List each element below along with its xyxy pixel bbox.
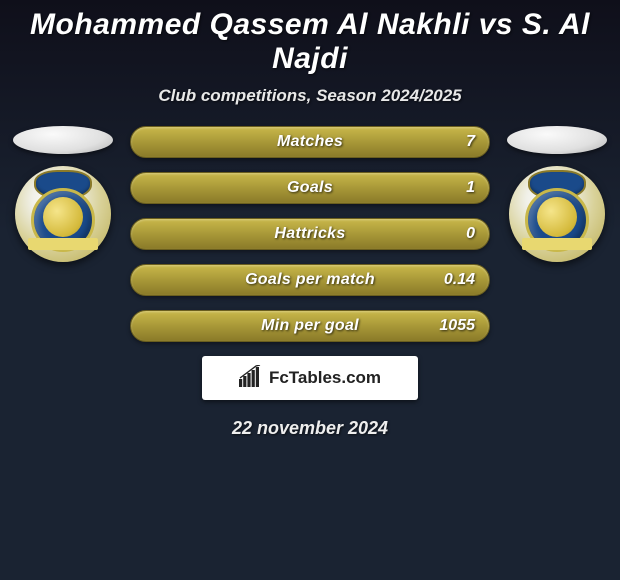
player-left-avatar [13, 126, 113, 154]
stat-label: Goals [287, 179, 333, 197]
player-right-column [502, 126, 612, 262]
comparison-title: Mohammed Qassem Al Nakhli vs S. Al Najdi [0, 0, 620, 80]
player-right-club-badge [509, 166, 605, 262]
comparison-subtitle: Club competitions, Season 2024/2025 [0, 80, 620, 126]
comparison-layout: Matches 7 Goals 1 Hattricks 0 Goals per … [0, 126, 620, 439]
stat-value-right: 0.14 [444, 271, 475, 289]
chart-bars-icon [239, 365, 263, 392]
stat-bar-goals-per-match: Goals per match 0.14 [130, 264, 490, 296]
badge-ribbon [28, 238, 98, 250]
stat-value-right: 7 [466, 133, 475, 151]
stat-value-right: 1 [466, 179, 475, 197]
stats-column: Matches 7 Goals 1 Hattricks 0 Goals per … [118, 126, 502, 439]
brand-box[interactable]: FcTables.com [202, 356, 418, 400]
snapshot-date: 22 november 2024 [130, 418, 490, 439]
stat-bar-hattricks: Hattricks 0 [130, 218, 490, 250]
player-left-club-badge [15, 166, 111, 262]
stat-value-right: 1055 [439, 317, 475, 335]
player-left-column [8, 126, 118, 262]
stat-label: Goals per match [245, 271, 375, 289]
stat-bar-goals: Goals 1 [130, 172, 490, 204]
footer-area: FcTables.com 22 november 2024 [130, 356, 490, 439]
badge-globe-icon [537, 197, 577, 237]
brand-name: FcTables.com [269, 368, 381, 388]
stat-bar-matches: Matches 7 [130, 126, 490, 158]
badge-globe-icon [43, 197, 83, 237]
stat-label: Min per goal [261, 317, 359, 335]
stat-label: Matches [277, 133, 343, 151]
stat-label: Hattricks [274, 225, 345, 243]
badge-ribbon [522, 238, 592, 250]
stat-value-right: 0 [466, 225, 475, 243]
stat-bar-min-per-goal: Min per goal 1055 [130, 310, 490, 342]
player-right-avatar [507, 126, 607, 154]
